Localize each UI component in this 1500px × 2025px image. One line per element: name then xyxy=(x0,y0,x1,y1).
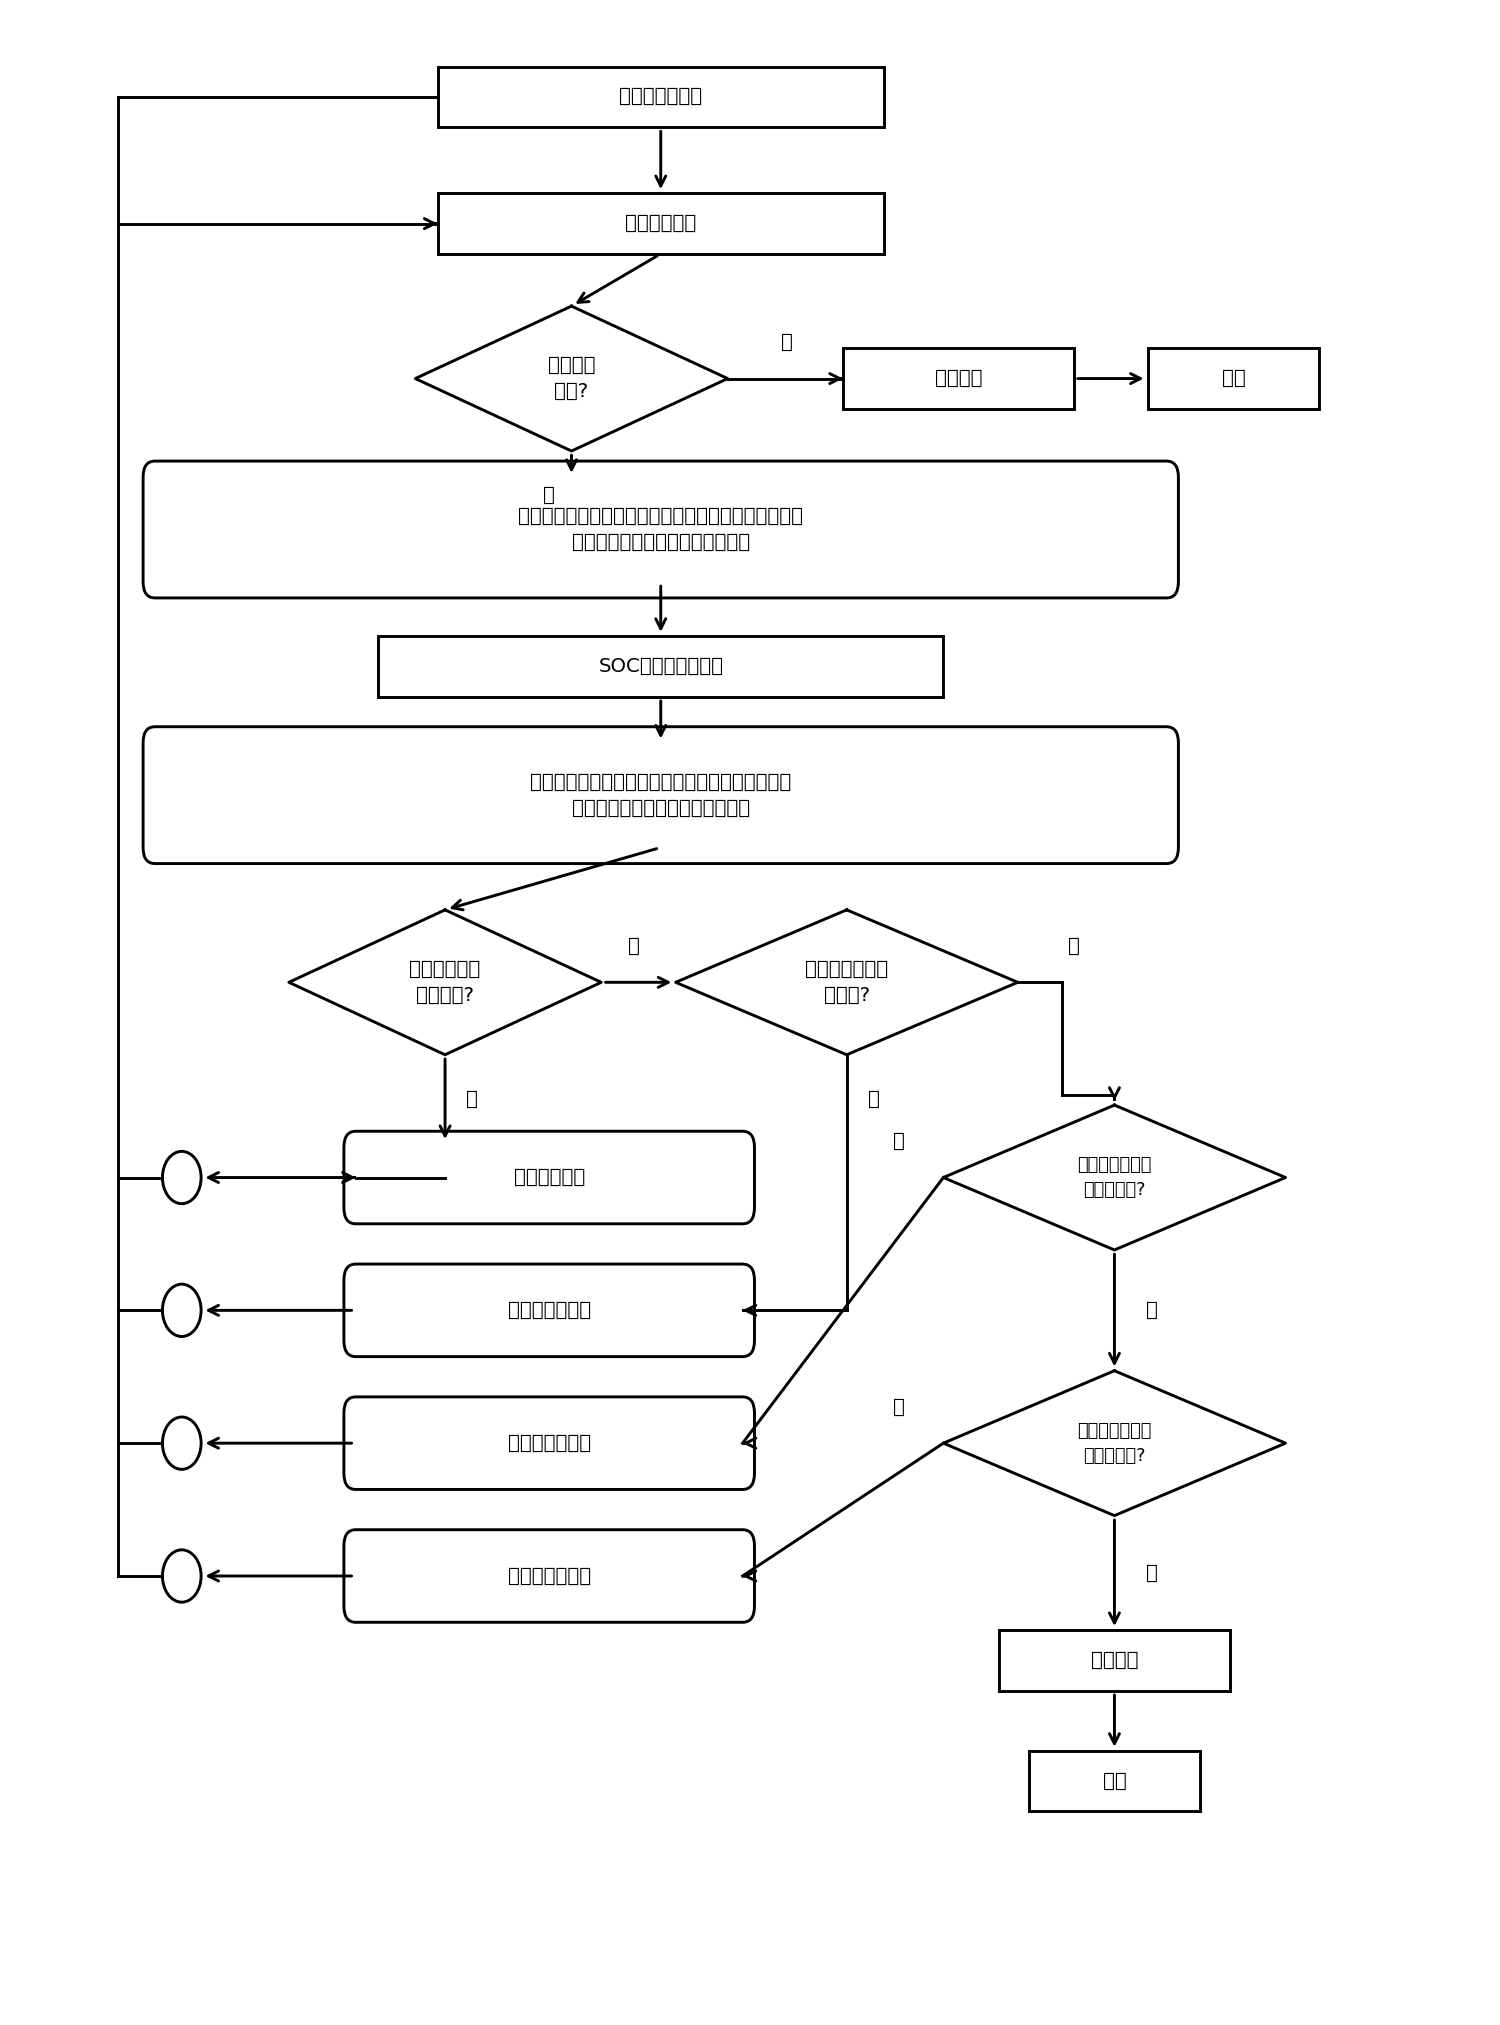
Text: 电池组涓流充电: 电池组涓流充电 xyxy=(507,1567,591,1586)
Text: 补足充电结束条
件是否成立?: 补足充电结束条 件是否成立? xyxy=(1077,1156,1152,1199)
Text: 电池组补足充电: 电池组补足充电 xyxy=(507,1434,591,1452)
Bar xyxy=(438,67,884,128)
Polygon shape xyxy=(675,909,1017,1055)
Text: 对电池组和电池模块电压、内阻、温度、电流、电压上
升率、温度上升率进行采样和计算: 对电池组和电池模块电压、内阻、温度、电流、电压上 升率、温度上升率进行采样和计算 xyxy=(519,506,804,553)
Text: 快充结束条件是
否成立?: 快充结束条件是 否成立? xyxy=(806,960,888,1004)
Text: 是: 是 xyxy=(543,486,555,504)
Polygon shape xyxy=(416,306,728,452)
Text: 否: 否 xyxy=(782,332,794,352)
Text: 否: 否 xyxy=(892,1132,904,1150)
Bar xyxy=(438,194,884,253)
FancyBboxPatch shape xyxy=(344,1397,754,1490)
Bar xyxy=(999,1630,1230,1691)
Text: 结束: 结束 xyxy=(1221,369,1245,389)
FancyBboxPatch shape xyxy=(344,1529,754,1622)
FancyBboxPatch shape xyxy=(142,462,1179,597)
Text: 自动停机: 自动停机 xyxy=(1090,1650,1138,1671)
Text: 电池组预充电: 电池组预充电 xyxy=(513,1168,585,1187)
Text: 安全状态诊断: 安全状态诊断 xyxy=(626,215,696,233)
Text: 接通电源，开始: 接通电源，开始 xyxy=(620,87,702,105)
Bar xyxy=(843,348,1074,409)
Text: 是: 是 xyxy=(628,938,640,956)
Text: 快充使能条件
是否成立?: 快充使能条件 是否成立? xyxy=(410,960,480,1004)
Text: 预充电电流、快充脉冲充电参数、补足充电电流、
涓流充电电流的模糊逻辑实时确定: 预充电电流、快充脉冲充电参数、补足充电电流、 涓流充电电流的模糊逻辑实时确定 xyxy=(530,772,792,818)
Bar xyxy=(1029,1752,1200,1812)
Text: 是: 是 xyxy=(1146,1300,1158,1320)
Text: 结束: 结束 xyxy=(1102,1772,1126,1790)
Text: SOC自适应实时计算: SOC自适应实时计算 xyxy=(598,656,723,676)
Text: 否: 否 xyxy=(867,1089,879,1108)
Text: 涓流充电结束条
件是否成立?: 涓流充电结束条 件是否成立? xyxy=(1077,1422,1152,1464)
FancyBboxPatch shape xyxy=(344,1132,754,1223)
Text: 是: 是 xyxy=(1146,1563,1158,1582)
Text: 电池组脉冲快充: 电池组脉冲快充 xyxy=(507,1300,591,1320)
Text: 自动停机: 自动停机 xyxy=(934,369,982,389)
Bar xyxy=(1148,348,1318,409)
Text: 可否继续
充电?: 可否继续 充电? xyxy=(548,356,596,401)
Polygon shape xyxy=(944,1371,1286,1515)
Text: 否: 否 xyxy=(892,1397,904,1415)
FancyBboxPatch shape xyxy=(344,1264,754,1357)
Text: 是: 是 xyxy=(1068,938,1080,956)
Bar xyxy=(378,636,944,697)
Polygon shape xyxy=(290,909,602,1055)
Text: 否: 否 xyxy=(466,1089,478,1108)
FancyBboxPatch shape xyxy=(142,727,1179,863)
Polygon shape xyxy=(944,1106,1286,1249)
